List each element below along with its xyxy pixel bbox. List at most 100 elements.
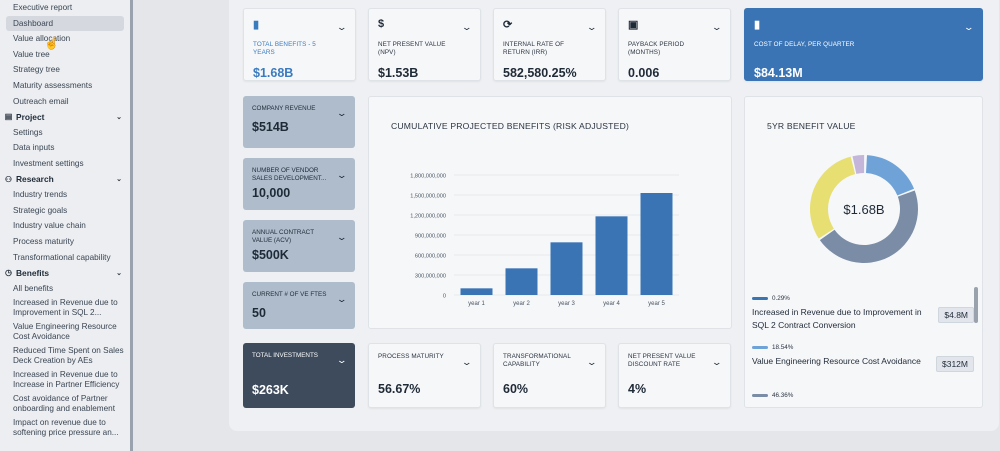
card-label: Internal rate of return (IRR)	[503, 41, 565, 56]
discount-rate-card[interactable]: ⌄ Net present value discount rate 4%	[618, 343, 731, 408]
card-label: Cost of delay, per quarter	[754, 41, 855, 48]
bar[interactable]	[505, 268, 538, 295]
dollar-icon: $	[378, 18, 385, 30]
payback-card[interactable]: ▣ ⌄ Payback period (months) 0.006	[618, 8, 731, 81]
sidebar-item[interactable]: Process maturity	[13, 236, 74, 246]
cost-of-delay-card[interactable]: ▮ ⌄ Cost of delay, per quarter $84.13M	[744, 8, 983, 81]
sidebar-item[interactable]: All benefits	[13, 283, 54, 293]
x-tick-label: year 4	[603, 301, 620, 307]
chart-title: 5yr benefit value	[767, 121, 856, 131]
y-tick-label: 600,000,000	[415, 254, 446, 260]
sidebar-item[interactable]: Executive report	[13, 3, 73, 12]
card-label: Annual contract value (ACV)	[252, 229, 314, 245]
sidebar-item[interactable]: Increased in Revenue due to Improvement …	[13, 298, 118, 318]
card-label: Total benefits - 5 years	[253, 41, 316, 56]
sidebar-item[interactable]: Reduced Time Spent on Sales Deck Creatio…	[13, 346, 124, 366]
sidebar-item[interactable]: Strategy tree	[13, 65, 60, 75]
chevron-down-icon[interactable]: ⌄	[586, 22, 598, 32]
bar[interactable]	[595, 216, 628, 295]
chevron-down-icon[interactable]: ⌄	[711, 22, 723, 32]
sidebar-item[interactable]: Investment settings	[13, 158, 84, 168]
chevron-down-icon[interactable]: ⌄	[336, 170, 348, 180]
sidebar-item[interactable]: Maturity assessments	[13, 80, 93, 90]
legend-percent-text: 0.29%	[772, 295, 790, 302]
irr-card[interactable]: ⟳ ⌄ Internal rate of return (IRR) 582,58…	[493, 8, 606, 81]
sidebar-item[interactable]: Value tree	[13, 49, 50, 59]
card-label: Total investments	[252, 352, 319, 359]
process-maturity-card[interactable]: ⌄ Process maturity 56.67%	[368, 343, 481, 408]
legend-item[interactable]: 18.54% Value Engineering Resource Cost Av…	[752, 344, 974, 372]
chevron-down-icon[interactable]: ⌄	[336, 108, 348, 118]
legend-amount-badge: $312M	[936, 356, 974, 372]
transformational-capability-card[interactable]: ⌄ Transformational capability 60%	[493, 343, 606, 408]
legend-scrollbar[interactable]	[974, 287, 978, 323]
clipboard-icon: ▤	[4, 112, 13, 122]
y-tick-label: 1,200,000,000	[410, 214, 446, 220]
calendar-icon: ▣	[628, 19, 639, 31]
sidebar-item[interactable]: Strategic goals	[13, 205, 68, 215]
chevron-down-icon[interactable]: ⌄	[461, 22, 473, 32]
legend-item[interactable]: 46.36%	[752, 392, 793, 399]
sidebar-section-project[interactable]: ▤ Project ⌄	[0, 109, 130, 125]
chevron-down-icon[interactable]: ⌄	[963, 22, 975, 32]
company-revenue-card[interactable]: Company revenue ⌄ $514B	[243, 96, 355, 148]
total-investments-card[interactable]: Total investments ⌄ $263K	[243, 343, 355, 408]
chevron-down-icon[interactable]: ⌄	[336, 294, 348, 304]
total-benefits-card[interactable]: ▮ ⌄ Total benefits - 5 years $1.68B	[243, 8, 356, 81]
donut-slice[interactable]	[866, 155, 915, 196]
y-tick-label: 1,800,000,000	[410, 174, 446, 180]
chevron-down-icon[interactable]: ⌄	[116, 176, 122, 184]
sidebar-item[interactable]: Dashboard	[6, 15, 124, 32]
card-label: Number of vendor sales development...	[252, 167, 327, 183]
card-value: 50	[252, 306, 266, 320]
sidebar-section-benefits[interactable]: ◷ Benefits ⌄	[0, 265, 130, 281]
card-value: 0.006	[628, 66, 660, 80]
donut-slice[interactable]	[819, 190, 918, 263]
chevron-down-icon[interactable]: ⌄	[116, 269, 122, 277]
sidebar-item[interactable]: Outreach email	[13, 96, 69, 106]
card-value: 60%	[503, 382, 529, 396]
vendor-sales-card[interactable]: Number of vendor sales development... ⌄ …	[243, 158, 355, 210]
cumulative-benefits-panel: Cumulative projected benefits (risk adju…	[368, 96, 732, 329]
donut-slice[interactable]	[810, 156, 856, 239]
donut-slice[interactable]	[852, 155, 865, 174]
x-tick-label: year 1	[468, 301, 485, 307]
chevron-down-icon[interactable]: ⌄	[461, 357, 473, 367]
sidebar-item[interactable]: Value Engineering Resource Cost Avoidanc…	[13, 322, 117, 342]
y-tick-label: 300,000,000	[415, 274, 446, 280]
sidebar-item[interactable]: Transformational capability	[13, 252, 111, 262]
sidebar-item[interactable]: Industry trends	[13, 190, 68, 200]
npv-card[interactable]: $ ⌄ Net present value (NPV) $1.53B	[368, 8, 481, 81]
card-label: Transformational capability	[503, 353, 571, 368]
card-value: 56.67%	[378, 382, 421, 396]
donut-chart: $1.68B	[810, 155, 918, 263]
legend-swatch	[752, 297, 768, 300]
sidebar-item[interactable]: Cost avoidance of Partner onboarding and…	[13, 394, 115, 414]
legend-item[interactable]: 0.29% Increased in Revenue due to Improve…	[752, 295, 974, 332]
card-label: Process maturity	[378, 353, 444, 360]
y-tick-label: 1,500,000,000	[410, 194, 446, 200]
chevron-down-icon[interactable]: ⌄	[586, 357, 598, 367]
chevron-down-icon[interactable]: ⌄	[336, 22, 348, 32]
sidebar-item[interactable]: Impact on revenue due to softening price…	[13, 418, 119, 438]
sidebar-section-label: Research	[16, 174, 54, 185]
bar[interactable]	[460, 288, 493, 295]
bar[interactable]	[550, 242, 583, 295]
sidebar-section-research[interactable]: ⚇ Research ⌄	[0, 172, 130, 188]
sidebar-item[interactable]: Increased in Revenue due to Increase in …	[13, 370, 120, 390]
chevron-down-icon[interactable]: ⌄	[116, 113, 122, 121]
card-value: $1.68B	[253, 66, 294, 80]
legend-percent: 0.29%	[752, 295, 938, 302]
bar-chart: 0 300,000,000 600,000,000 900,000,000 1,200,…	[410, 174, 679, 307]
chevron-down-icon[interactable]: ⌄	[711, 357, 723, 367]
bar[interactable]	[640, 193, 673, 295]
sidebar-item[interactable]: Data inputs	[13, 143, 55, 153]
sidebar-item[interactable]: Settings	[13, 127, 43, 137]
chevron-down-icon[interactable]: ⌄	[336, 355, 348, 365]
chevron-down-icon[interactable]: ⌄	[336, 232, 348, 242]
sidebar-item[interactable]: Value allocation	[13, 34, 71, 44]
acv-card[interactable]: Annual contract value (ACV) ⌄ $500K	[243, 220, 355, 272]
sidebar-item[interactable]: Industry value chain	[13, 221, 86, 231]
legend-name: Value Engineering Resource Cost Avoidanc…	[752, 356, 921, 366]
ve-ftes-card[interactable]: Current # of VE FTEs ⌄ 50	[243, 282, 355, 329]
